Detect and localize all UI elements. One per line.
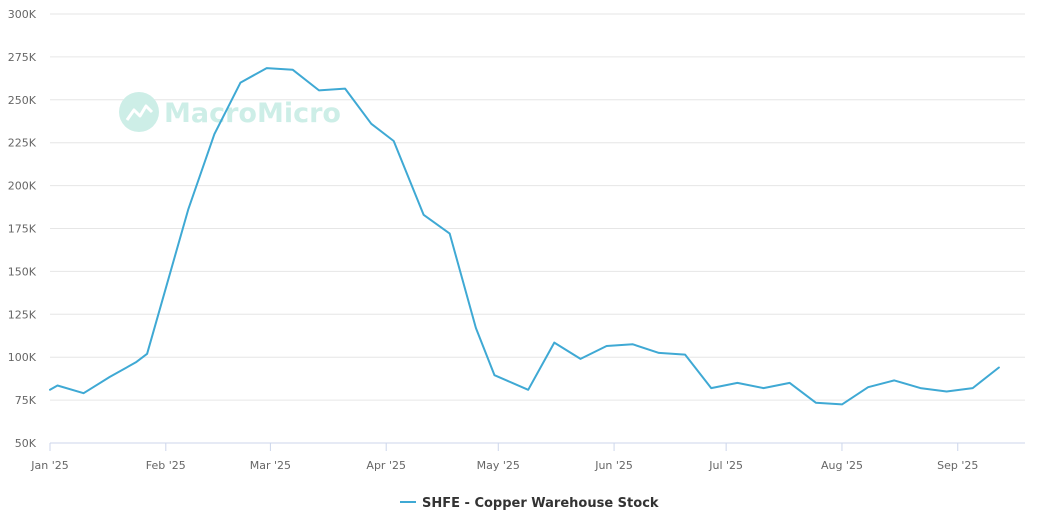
- data-point[interactable]: [263, 64, 271, 72]
- y-tick-label: 75K: [15, 394, 37, 407]
- data-point[interactable]: [681, 351, 689, 359]
- y-tick-label: 150K: [8, 265, 37, 278]
- data-point[interactable]: [390, 137, 398, 145]
- x-tick-label: Apr '25: [366, 459, 406, 472]
- data-point[interactable]: [53, 382, 61, 390]
- data-point[interactable]: [576, 355, 584, 363]
- y-tick-label: 175K: [8, 223, 37, 236]
- watermark-text: MacroMicro: [164, 98, 341, 129]
- y-tick-label: 50K: [15, 437, 37, 450]
- data-point[interactable]: [143, 350, 151, 358]
- data-point[interactable]: [969, 384, 977, 392]
- y-tick-label: 100K: [8, 351, 37, 364]
- data-point[interactable]: [655, 349, 663, 357]
- data-point[interactable]: [289, 66, 297, 74]
- data-point[interactable]: [80, 389, 88, 397]
- watermark-logo-icon: [119, 92, 159, 132]
- data-point[interactable]: [864, 383, 872, 391]
- data-point[interactable]: [629, 340, 637, 348]
- data-point[interactable]: [786, 379, 794, 387]
- data-point[interactable]: [367, 120, 375, 128]
- x-axis-labels: Jan '25 Feb '25 Mar '25 Apr '25 May '25 Jun '…: [30, 459, 978, 472]
- data-point[interactable]: [132, 358, 140, 366]
- data-point[interactable]: [890, 376, 898, 384]
- data-point[interactable]: [916, 384, 924, 392]
- data-point[interactable]: [341, 85, 349, 93]
- data-point[interactable]: [943, 388, 951, 396]
- data-point[interactable]: [733, 379, 741, 387]
- data-point[interactable]: [838, 400, 846, 408]
- grid-lines: [50, 13, 1025, 401]
- data-point[interactable]: [315, 86, 323, 94]
- series-line[interactable]: [49, 67, 1000, 406]
- x-tick-label: May '25: [477, 459, 520, 472]
- data-point[interactable]: [491, 371, 499, 379]
- data-point[interactable]: [603, 342, 611, 350]
- x-axis: [49, 442, 1025, 451]
- x-tick-label: Jul '25: [708, 459, 743, 472]
- y-tick-label: 225K: [8, 137, 37, 150]
- data-point[interactable]: [524, 386, 532, 394]
- x-tick-label: Aug '25: [821, 459, 863, 472]
- x-tick-label: Sep '25: [937, 459, 978, 472]
- data-point[interactable]: [707, 384, 715, 392]
- y-axis-labels: 50K 75K 100K 125K 150K 175K 200K 225K 250K 275K 30…: [8, 8, 37, 450]
- y-tick-label: 300K: [8, 8, 37, 21]
- x-tick-label: Jun '25: [594, 459, 633, 472]
- data-point[interactable]: [446, 230, 454, 238]
- data-point[interactable]: [184, 206, 192, 214]
- data-point[interactable]: [237, 79, 245, 87]
- series-layer: [46, 64, 1003, 408]
- data-point[interactable]: [210, 130, 218, 138]
- x-tick-label: Jan '25: [30, 459, 68, 472]
- x-tick-label: Mar '25: [250, 459, 291, 472]
- data-point[interactable]: [106, 373, 114, 381]
- data-point[interactable]: [420, 211, 428, 219]
- legend-series-label[interactable]: SHFE - Copper Warehouse Stock: [422, 496, 659, 511]
- data-point[interactable]: [995, 363, 1003, 371]
- data-point[interactable]: [760, 384, 768, 392]
- y-tick-label: 200K: [8, 180, 37, 193]
- y-tick-label: 275K: [8, 51, 37, 64]
- watermark: MacroMicro: [119, 92, 341, 132]
- watermark-logo-glyph: [125, 104, 154, 121]
- data-point[interactable]: [472, 324, 480, 332]
- data-point[interactable]: [812, 399, 820, 407]
- x-tick-label: Feb '25: [146, 459, 186, 472]
- y-tick-label: 250K: [8, 94, 37, 107]
- y-tick-label: 125K: [8, 308, 37, 321]
- data-point[interactable]: [46, 386, 54, 394]
- data-point[interactable]: [550, 339, 558, 347]
- legend[interactable]: SHFE - Copper Warehouse Stock: [400, 496, 659, 511]
